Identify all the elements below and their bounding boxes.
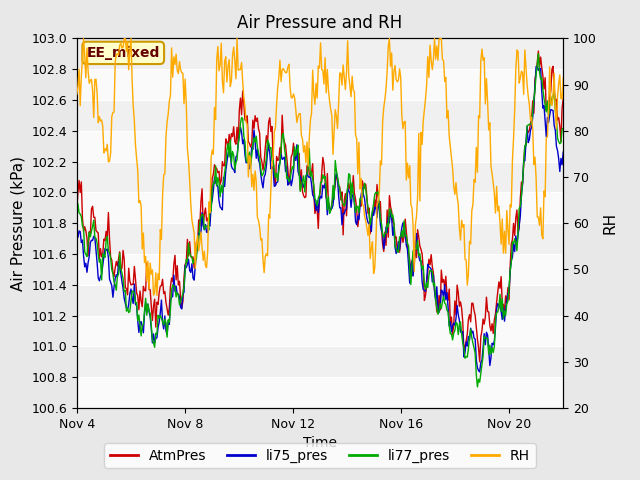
Bar [77, 69, 563, 100]
Y-axis label: Air Pressure (kPa): Air Pressure (kPa) [11, 156, 26, 291]
Y-axis label: RH: RH [602, 212, 618, 234]
Text: EE_mixed: EE_mixed [86, 46, 160, 60]
Legend: AtmPres, li75_pres, li77_pres, RH: AtmPres, li75_pres, li77_pres, RH [104, 443, 536, 468]
X-axis label: Time: Time [303, 436, 337, 450]
Bar [77, 315, 563, 347]
Bar [77, 192, 563, 223]
Bar [77, 377, 563, 408]
Text: Air Pressure and RH: Air Pressure and RH [237, 14, 403, 33]
Bar [77, 131, 563, 162]
Bar [77, 254, 563, 285]
